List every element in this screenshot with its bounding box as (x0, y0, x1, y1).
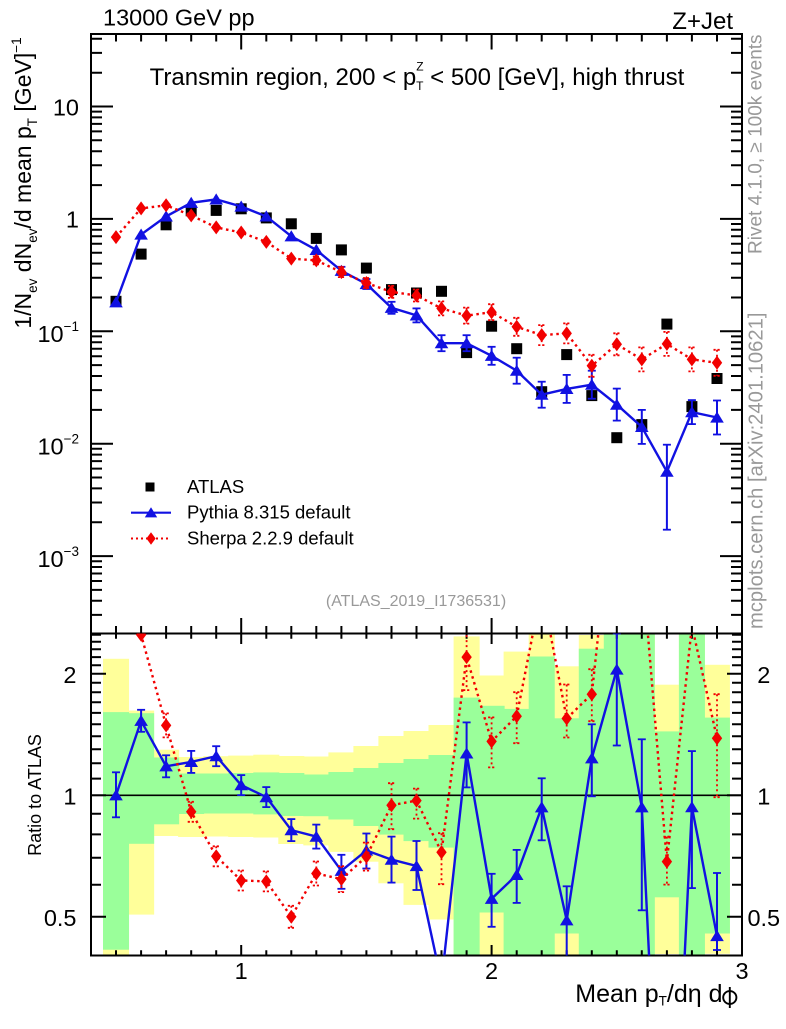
svg-text:ATLAS: ATLAS (187, 476, 244, 497)
svg-text:0.5: 0.5 (747, 905, 780, 931)
svg-text:Z+Jet: Z+Jet (672, 8, 733, 35)
svg-text:2: 2 (485, 958, 498, 984)
svg-text:(ATLAS_2019_I1736531): (ATLAS_2019_I1736531) (326, 593, 506, 610)
svg-text:1: 1 (66, 207, 79, 233)
svg-text:Ratio to ATLAS: Ratio to ATLAS (25, 734, 45, 856)
svg-text:13000 GeV pp: 13000 GeV pp (103, 5, 255, 31)
svg-text:2: 2 (63, 662, 76, 688)
svg-text:Rivet 4.1.0, ≥ 100k events: Rivet 4.1.0, ≥ 100k events (746, 34, 767, 254)
svg-text:3: 3 (735, 958, 748, 984)
svg-text:1: 1 (63, 783, 76, 809)
svg-text:mcplots.cern.ch [arXiv:2401.10: mcplots.cern.ch [arXiv:2401.10621] (746, 313, 768, 629)
svg-text:10: 10 (53, 94, 79, 120)
svg-text:2: 2 (757, 662, 770, 688)
svg-text:1: 1 (757, 783, 770, 809)
svg-text:Mean pT/dη d: Mean pT/dη d (575, 980, 722, 1009)
svg-text:0.5: 0.5 (44, 905, 77, 931)
svg-text:1: 1 (235, 958, 248, 984)
svg-text:Pythia 8.315 default: Pythia 8.315 default (187, 502, 351, 523)
svg-text:Sherpa 2.2.9 default: Sherpa 2.2.9 default (187, 527, 354, 548)
